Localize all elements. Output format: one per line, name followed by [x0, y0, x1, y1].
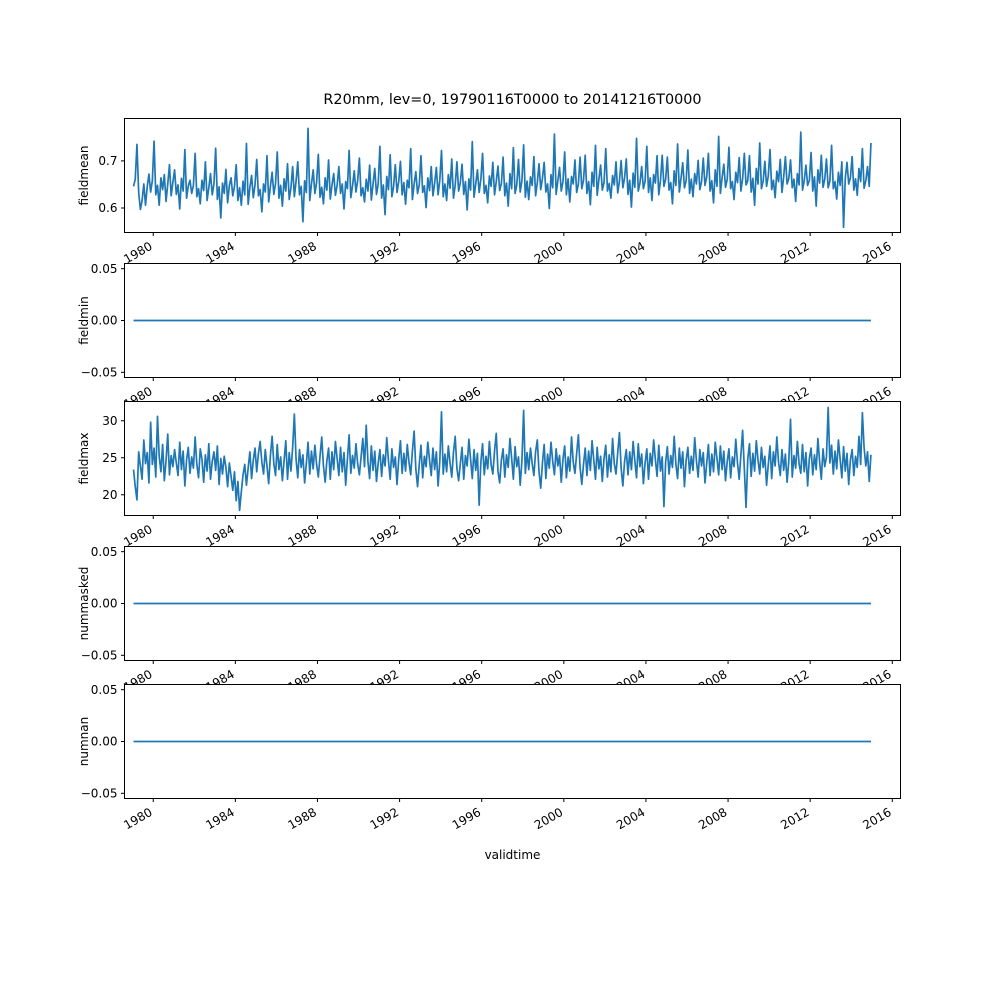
- data-line-fieldmax: [132, 406, 872, 512]
- x-tick-label: 1996: [450, 239, 483, 266]
- y-tick-label: 0.05: [91, 262, 118, 276]
- x-tick-label: 2004: [614, 805, 647, 832]
- y-tick-label: 25: [102, 451, 117, 465]
- x-tick-label: 1984: [203, 239, 236, 266]
- y-tick-label: 0.05: [91, 545, 118, 559]
- y-tick-label: −0.05: [81, 649, 118, 663]
- x-tick-label: 2012: [778, 805, 811, 832]
- subplot-fieldmean: 1980 1984 1988 1992 1996 2000 2004 2008 2012 2016…: [77, 118, 901, 266]
- y-tick-label: 0.00: [91, 597, 118, 611]
- x-tick-label: 1992: [368, 522, 401, 549]
- x-tick-label: 2016: [860, 522, 893, 549]
- x-tick-label: 1996: [450, 522, 483, 549]
- y-axis-label-fieldmax: fieldmax: [77, 432, 91, 484]
- subplot-nummasked: 1980 1984 1988 1992 1996 2000 2004 2008 2012 2016…: [77, 545, 901, 694]
- y-axis-label-fieldmin: fieldmin: [77, 296, 91, 345]
- x-tick-label: 2004: [614, 522, 647, 549]
- x-tick-label: 1988: [286, 239, 319, 266]
- x-tick-label: 1992: [368, 805, 401, 832]
- y-tick-label: 0.00: [91, 735, 118, 749]
- y-tick-label: 30: [102, 414, 117, 428]
- x-tick-label: 2008: [696, 522, 729, 549]
- axes-spines: [124, 684, 901, 799]
- x-tick-label: 1984: [203, 522, 236, 549]
- y-axis-label-numnan: numnan: [77, 717, 91, 766]
- axes-spines: [124, 401, 901, 516]
- x-tick-label: 1992: [368, 239, 401, 266]
- x-tick-label: 2000: [532, 522, 565, 549]
- y-tick-label: 20: [102, 488, 117, 502]
- data-line-fieldmean: [132, 127, 872, 229]
- x-tick-label: 2004: [614, 239, 647, 266]
- x-tick-label: 1988: [286, 805, 319, 832]
- x-tick-label: 2000: [532, 805, 565, 832]
- x-tick-label: 1988: [286, 522, 319, 549]
- subplot-fieldmax: 1980 1984 1988 1992 1996 2000 2004 2008 2012 2016…: [77, 401, 901, 549]
- y-tick-label: −0.05: [81, 366, 118, 380]
- figure-title: R20mm, lev=0, 19790116T0000 to 20141216T…: [323, 92, 701, 108]
- x-tick-label: 2012: [778, 239, 811, 266]
- x-tick-label: 1996: [450, 805, 483, 832]
- subplot-fieldmin: 1980 1984 1988 1992 1996 2000 2004 2008 2012 2016…: [77, 262, 901, 411]
- y-axis-label-fieldmean: fieldmean: [77, 146, 91, 206]
- axes-spines: [124, 546, 901, 661]
- x-tick-label: 1980: [121, 522, 154, 549]
- x-axis-label: validtime: [485, 848, 541, 862]
- y-tick-label: 0.00: [91, 314, 118, 328]
- x-tick-label: 2016: [860, 805, 893, 832]
- axes-spines: [124, 118, 901, 233]
- axes-spines: [124, 263, 901, 378]
- x-tick-label: 2008: [696, 805, 729, 832]
- x-tick-label: 2016: [860, 239, 893, 266]
- x-tick-label: 1980: [121, 239, 154, 266]
- y-tick-label: 0.05: [91, 683, 118, 697]
- x-tick-label: 2012: [778, 522, 811, 549]
- y-tick-label: 0.7: [98, 154, 117, 168]
- x-tick-label: 1984: [203, 805, 236, 832]
- x-tick-label: 2008: [696, 239, 729, 266]
- x-tick-label: 1980: [121, 805, 154, 832]
- y-axis-label-nummasked: nummasked: [77, 567, 91, 641]
- y-tick-label: 0.6: [98, 201, 117, 215]
- subplot-numnan: 1980 1984 1988 1992 1996 2000 2004 2008 2012 2016…: [77, 683, 901, 832]
- y-tick-label: −0.05: [81, 787, 118, 801]
- x-tick-label: 2000: [532, 239, 565, 266]
